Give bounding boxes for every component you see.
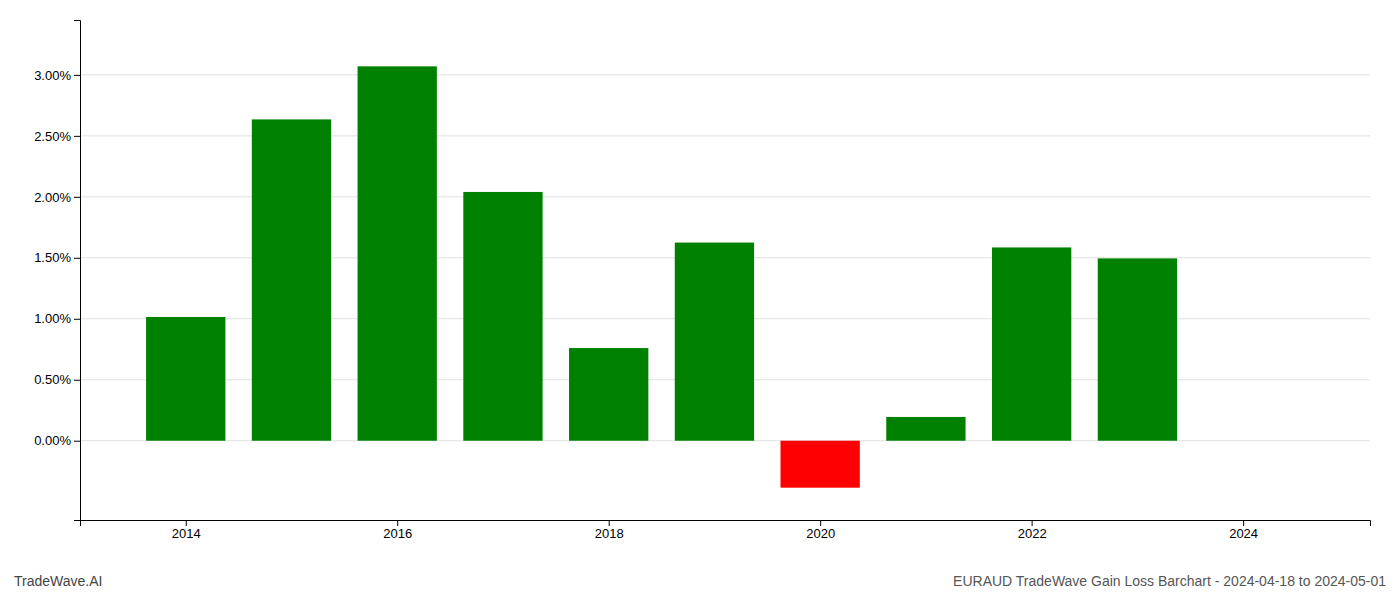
- y-tick-mark: [74, 75, 80, 76]
- grid-line: [80, 74, 1370, 75]
- x-axis: 2014 2016 2018 2020 2022 2024: [81, 520, 1371, 541]
- y-tick-mark: [74, 441, 80, 442]
- y-tick-label: 1.00%: [34, 311, 71, 326]
- bar: [463, 192, 542, 441]
- bars: [146, 66, 1177, 487]
- x-tick-label: 2022: [1018, 526, 1047, 541]
- y-tick-label: 0.00%: [34, 433, 71, 448]
- y-axis-line: [74, 21, 81, 521]
- bar: [675, 243, 754, 441]
- bar: [781, 441, 860, 488]
- grid: [80, 75, 1370, 441]
- bar: [146, 317, 225, 441]
- x-tick: 2018: [595, 520, 624, 541]
- y-tick-mark: [74, 136, 80, 137]
- x-tick: 2024: [1229, 520, 1258, 541]
- y-tick-mark: [74, 319, 80, 320]
- x-tick: 2016: [383, 520, 412, 541]
- plot: 0.00%0.50%1.00%1.50%2.00%2.50%3.00%20142…: [34, 21, 1370, 542]
- x-tick-label: 2014: [172, 526, 201, 541]
- y-tick-mark: [74, 258, 80, 259]
- y-tick: 0.00%: [34, 433, 80, 448]
- y-tick-label: 2.50%: [34, 129, 71, 144]
- y-tick-label: 3.00%: [34, 68, 71, 83]
- x-tick-label: 2020: [806, 526, 835, 541]
- bar: [886, 417, 965, 441]
- x-tick-mark: [397, 520, 398, 526]
- x-tick-label: 2018: [595, 526, 624, 541]
- x-tick-label: 2024: [1229, 526, 1258, 541]
- bar: [252, 119, 331, 440]
- y-tick: 0.50%: [34, 372, 80, 387]
- bar: [1098, 258, 1177, 440]
- y-tick-mark: [74, 380, 80, 381]
- y-tick: 2.50%: [34, 129, 80, 144]
- y-tick-label: 1.50%: [34, 250, 71, 265]
- bar: [992, 247, 1071, 440]
- x-tick: 2020: [806, 520, 835, 541]
- y-tick-label: 0.50%: [34, 372, 71, 387]
- x-tick-mark: [186, 520, 187, 526]
- y-tick: 3.00%: [34, 68, 80, 83]
- chart: 0.00%0.50%1.00%1.50%2.00%2.50%3.00%20142…: [0, 0, 1400, 600]
- y-tick-mark: [74, 197, 80, 198]
- bar: [569, 348, 648, 441]
- y-tick: 2.00%: [34, 189, 80, 204]
- bar: [358, 66, 437, 440]
- x-tick: 2022: [1018, 520, 1047, 541]
- watermark: TradeWave.AI: [14, 573, 102, 589]
- x-tick-mark: [609, 520, 610, 526]
- y-axis: 0.00% 0.50% 1.00% 1.50% 2.00% 2.50% 3.00%: [34, 21, 80, 521]
- x-tick-mark: [1243, 520, 1244, 526]
- y-tick: 1.00%: [34, 311, 80, 326]
- x-tick-label: 2016: [383, 526, 412, 541]
- x-axis-line: [81, 521, 1371, 527]
- x-tick-mark: [1032, 520, 1033, 526]
- x-tick-mark: [820, 520, 821, 526]
- y-tick: 1.50%: [34, 250, 80, 265]
- x-tick: 2014: [172, 520, 201, 541]
- y-tick-label: 2.00%: [34, 189, 71, 204]
- title: EURAUD TradeWave Gain Loss Barchart - 20…: [953, 573, 1386, 589]
